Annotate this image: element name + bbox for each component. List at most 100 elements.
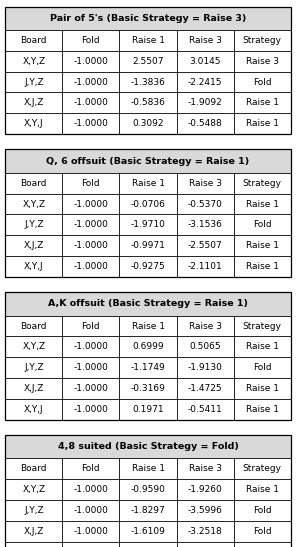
Text: Raise 3: Raise 3 — [189, 464, 222, 473]
Text: Raise 1: Raise 1 — [131, 464, 165, 473]
Text: -2.5507: -2.5507 — [188, 241, 222, 250]
Text: J,Y,Z: J,Y,Z — [24, 220, 44, 229]
Text: -1.0000: -1.0000 — [73, 119, 108, 128]
Text: -1.0000: -1.0000 — [73, 405, 108, 414]
Text: -1.4725: -1.4725 — [188, 384, 222, 393]
Text: X,Y,J: X,Y,J — [24, 119, 44, 128]
Text: 0.3092: 0.3092 — [132, 119, 164, 128]
Text: Raise 1: Raise 1 — [246, 342, 279, 351]
Text: -0.9590: -0.9590 — [131, 485, 165, 494]
Text: Raise 1: Raise 1 — [246, 200, 279, 208]
Text: -3.2518: -3.2518 — [188, 527, 222, 536]
Bar — [5, 336, 291, 357]
Text: X,J,Z: X,J,Z — [24, 98, 44, 107]
Text: -1.3836: -1.3836 — [131, 78, 165, 86]
Text: Fold: Fold — [253, 506, 271, 515]
Text: Fold: Fold — [253, 527, 271, 536]
Text: Fold: Fold — [82, 464, 100, 473]
Text: Fold: Fold — [253, 78, 271, 86]
Text: Raise 3: Raise 3 — [189, 179, 222, 188]
Text: 0.1971: 0.1971 — [132, 405, 164, 414]
Bar — [5, 458, 291, 479]
Text: Fold: Fold — [253, 363, 271, 372]
Text: -0.9971: -0.9971 — [131, 241, 165, 250]
Text: -1.1749: -1.1749 — [131, 363, 165, 372]
Text: -0.5411: -0.5411 — [188, 405, 222, 414]
Text: J,Y,Z: J,Y,Z — [24, 506, 44, 515]
Text: X,J,Z: X,J,Z — [24, 384, 44, 393]
Bar — [5, 149, 291, 277]
Text: -0.3169: -0.3169 — [131, 384, 165, 393]
Text: 4,8 suited (Basic Strategy = Fold): 4,8 suited (Basic Strategy = Fold) — [57, 442, 239, 451]
Text: 0.6999: 0.6999 — [132, 342, 164, 351]
Text: Board: Board — [21, 179, 47, 188]
Text: Strategy: Strategy — [243, 179, 281, 188]
Text: -1.0000: -1.0000 — [73, 384, 108, 393]
Text: -1.9710: -1.9710 — [131, 220, 165, 229]
Bar — [5, 92, 291, 113]
Bar — [5, 72, 291, 92]
Text: -0.5488: -0.5488 — [188, 119, 222, 128]
Text: -1.8297: -1.8297 — [131, 506, 165, 515]
Text: -1.0000: -1.0000 — [73, 485, 108, 494]
Text: Raise 1: Raise 1 — [131, 179, 165, 188]
Bar — [5, 214, 291, 235]
Text: Strategy: Strategy — [243, 464, 281, 473]
Bar — [5, 7, 291, 30]
Text: 3.0145: 3.0145 — [189, 57, 221, 66]
Bar — [5, 521, 291, 542]
Bar — [5, 479, 291, 500]
Text: Raise 1: Raise 1 — [246, 98, 279, 107]
Text: -1.0000: -1.0000 — [73, 342, 108, 351]
Bar — [5, 292, 291, 420]
Text: X,Y,J: X,Y,J — [24, 405, 44, 414]
Text: Fold: Fold — [82, 322, 100, 330]
Text: Strategy: Strategy — [243, 36, 281, 45]
Text: -1.6109: -1.6109 — [131, 527, 165, 536]
Text: Board: Board — [21, 36, 47, 45]
Text: Raise 1: Raise 1 — [131, 36, 165, 45]
Bar — [5, 435, 291, 547]
Text: Board: Board — [21, 322, 47, 330]
Bar — [5, 113, 291, 134]
Bar — [5, 149, 291, 277]
Text: Raise 1: Raise 1 — [246, 485, 279, 494]
Text: -2.2415: -2.2415 — [188, 78, 222, 86]
Text: X,Y,Z: X,Y,Z — [22, 342, 45, 351]
Text: Pair of 5's (Basic Strategy = Raise 3): Pair of 5's (Basic Strategy = Raise 3) — [50, 14, 246, 23]
Text: -1.0000: -1.0000 — [73, 78, 108, 86]
Text: X,J,Z: X,J,Z — [24, 527, 44, 536]
Text: 0.5065: 0.5065 — [189, 342, 221, 351]
Text: -1.0000: -1.0000 — [73, 57, 108, 66]
Text: -1.0000: -1.0000 — [73, 200, 108, 208]
Bar — [5, 292, 291, 420]
Text: -1.0000: -1.0000 — [73, 98, 108, 107]
Bar — [5, 435, 291, 547]
Text: -1.0000: -1.0000 — [73, 363, 108, 372]
Bar — [5, 7, 291, 134]
Bar — [5, 292, 291, 316]
Text: -1.0000: -1.0000 — [73, 241, 108, 250]
Text: Raise 3: Raise 3 — [189, 36, 222, 45]
Bar — [5, 500, 291, 521]
Text: Raise 1: Raise 1 — [246, 119, 279, 128]
Text: -0.9275: -0.9275 — [131, 262, 165, 271]
Text: 2.5507: 2.5507 — [132, 57, 164, 66]
Text: X,Y,Z: X,Y,Z — [22, 57, 45, 66]
Text: Raise 1: Raise 1 — [131, 322, 165, 330]
Text: A,K offsuit (Basic Strategy = Raise 1): A,K offsuit (Basic Strategy = Raise 1) — [48, 299, 248, 309]
Text: Board: Board — [21, 464, 47, 473]
Text: Raise 1: Raise 1 — [246, 262, 279, 271]
Text: Raise 1: Raise 1 — [246, 241, 279, 250]
Bar — [5, 378, 291, 399]
Text: Strategy: Strategy — [243, 322, 281, 330]
Text: -1.0000: -1.0000 — [73, 506, 108, 515]
Text: -1.9092: -1.9092 — [188, 98, 222, 107]
Text: -1.9130: -1.9130 — [188, 363, 223, 372]
Text: -0.0706: -0.0706 — [131, 200, 165, 208]
Bar — [5, 51, 291, 72]
Bar — [5, 435, 291, 458]
Bar — [5, 30, 291, 51]
Text: Raise 3: Raise 3 — [189, 322, 222, 330]
Text: -1.0000: -1.0000 — [73, 527, 108, 536]
